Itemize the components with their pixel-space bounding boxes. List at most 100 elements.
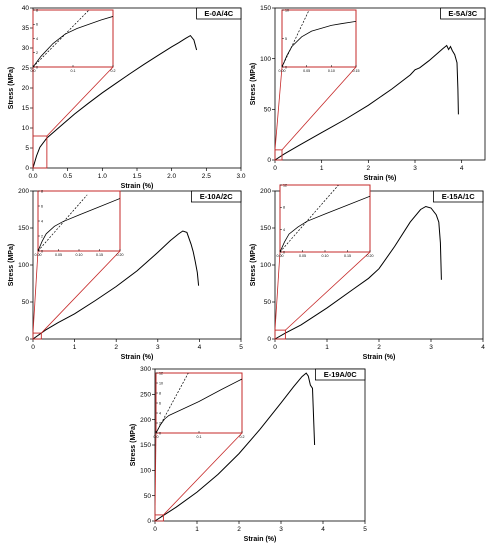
inset-series-line <box>38 198 120 251</box>
zoom-connector-line <box>274 66 283 150</box>
zoom-connector-line <box>274 251 281 331</box>
x-tick-label: 3 <box>156 344 160 351</box>
inset-x-tick-label: 0.05 <box>303 69 310 73</box>
x-tick-label: 1 <box>195 526 199 533</box>
y-tick-label: 50 <box>264 299 272 306</box>
y-tick-label: 300 <box>140 366 151 373</box>
inset-frame <box>279 184 371 253</box>
x-axis-label: Strain (%) <box>121 183 154 190</box>
zoom-region-box <box>32 332 42 340</box>
inset-y-tick-label: 0 <box>159 431 161 435</box>
inset-x-tick-label: 0.05 <box>299 254 306 258</box>
inset-y-tick-label: 0 <box>41 249 43 253</box>
zoom-region-box <box>274 149 283 161</box>
inset-y-tick-label: 10 <box>285 8 289 12</box>
x-tick-label: 2.0 <box>167 173 176 180</box>
panel-label-box <box>314 368 366 381</box>
inset-y-tick-label: 8 <box>159 391 161 395</box>
series-line <box>154 372 316 522</box>
inset-frame <box>155 372 243 434</box>
y-tick-label: 10 <box>22 125 30 132</box>
inset-series-line <box>282 21 356 67</box>
x-tick-label: 0 <box>273 165 277 172</box>
zoom-connector-line <box>154 432 157 515</box>
inset-frame <box>32 9 114 68</box>
y-axis-label: Stress (MPa) <box>250 63 257 105</box>
zoom-connector-line <box>32 250 39 334</box>
y-tick-label: 200 <box>18 188 29 195</box>
y-tick-label: 100 <box>18 262 29 269</box>
inset-tangent-dashed-line <box>38 194 88 251</box>
panel-label-box <box>432 190 484 203</box>
y-tick-label: 30 <box>22 45 30 52</box>
x-tick-label: 0 <box>153 526 157 533</box>
inset-y-tick-label: 0 <box>36 65 38 69</box>
inset-x-tick-label: 0.1 <box>71 69 76 73</box>
inset-x-tick-label: 0.10 <box>322 254 329 258</box>
inset-y-tick-label: 8 <box>41 189 43 193</box>
x-tick-label: 3 <box>429 344 433 351</box>
panel-label: E-15A/1C <box>442 192 476 201</box>
zoom-connector-line <box>285 251 371 331</box>
inset-x-tick-label: 0.2 <box>111 69 116 73</box>
inset-x-tick-label: 0.0 <box>154 435 159 439</box>
x-tick-label: 2.5 <box>202 173 211 180</box>
x-tick-label: 0 <box>273 344 277 351</box>
panel-label: E-10A/2C <box>200 192 234 201</box>
x-tick-label: 1.0 <box>98 173 107 180</box>
x-tick-label: 5 <box>239 344 243 351</box>
inset-y-tick-label: 5 <box>285 37 287 41</box>
y-tick-label: 150 <box>140 442 151 449</box>
x-tick-label: 4 <box>198 344 202 351</box>
inset-y-tick-label: 0 <box>283 250 285 254</box>
inset-y-tick-label: 8 <box>36 8 38 12</box>
y-tick-label: 50 <box>264 107 272 114</box>
y-tick-label: 0 <box>267 336 271 343</box>
inset-series-line <box>280 195 370 252</box>
inset-y-tick-label: 4 <box>159 411 161 415</box>
inset-x-tick-label: 0.1 <box>197 435 202 439</box>
zoom-region-box <box>274 329 286 340</box>
panel-label: E-5A/3C <box>448 9 477 18</box>
x-tick-label: 0 <box>31 344 35 351</box>
y-tick-label: 200 <box>140 417 151 424</box>
x-tick-label: 4 <box>481 344 485 351</box>
y-axis-label: Stress (MPa) <box>250 244 257 286</box>
series-line <box>274 44 459 161</box>
zoom-connector-line <box>281 66 357 151</box>
x-axis-label: Strain (%) <box>364 175 397 182</box>
inset-x-tick-label: 0.10 <box>76 253 83 257</box>
inset-x-tick-label: 0.00 <box>279 69 286 73</box>
panel-label: E-19A/0C <box>324 370 358 379</box>
y-axis-label: Stress (MPa) <box>130 424 137 466</box>
inset-x-tick-label: 0.0 <box>31 69 36 73</box>
zoom-region-box <box>154 514 164 522</box>
y-axis-label: Stress (MPa) <box>8 244 15 286</box>
x-tick-label: 0.5 <box>63 173 72 180</box>
series-line <box>32 230 200 340</box>
inset-x-tick-label: 0.05 <box>55 253 62 257</box>
y-tick-label: 35 <box>22 25 30 32</box>
x-axis-label: Strain (%) <box>244 536 277 543</box>
inset-series-line <box>33 16 113 67</box>
inset-x-tick-label: 0.15 <box>353 69 360 73</box>
y-tick-label: 150 <box>260 225 271 232</box>
series-line <box>274 205 442 340</box>
y-tick-label: 100 <box>260 262 271 269</box>
inset-y-tick-label: 2 <box>41 234 43 238</box>
x-tick-label: 2 <box>114 344 118 351</box>
y-tick-label: 150 <box>18 225 29 232</box>
y-tick-label: 150 <box>260 5 271 12</box>
inset-y-tick-label: 10 <box>159 381 163 385</box>
zoom-connector-line <box>163 432 243 516</box>
x-tick-label: 2 <box>377 344 381 351</box>
inset-frame <box>37 190 121 252</box>
inset-y-tick-label: 12 <box>159 371 163 375</box>
y-tick-label: 0 <box>267 157 271 164</box>
y-tick-label: 50 <box>144 493 152 500</box>
x-tick-label: 3 <box>413 165 417 172</box>
panel-label-box <box>190 190 242 203</box>
x-tick-label: 5 <box>363 526 367 533</box>
